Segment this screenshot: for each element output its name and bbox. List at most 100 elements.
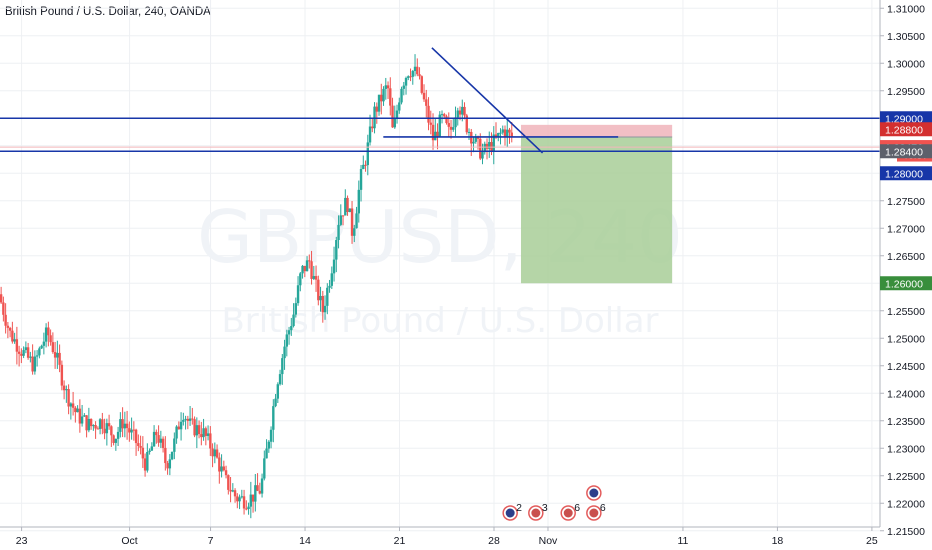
candle-body bbox=[508, 129, 511, 133]
candle-body bbox=[242, 496, 246, 509]
candle-body bbox=[123, 423, 127, 429]
candle-body bbox=[182, 419, 185, 422]
candle-body bbox=[440, 114, 444, 116]
candle-body bbox=[110, 426, 113, 436]
y-tick-label: 1.21500 bbox=[887, 526, 925, 538]
candle-body bbox=[317, 279, 320, 301]
candle-body bbox=[456, 110, 459, 118]
candle-body bbox=[13, 339, 16, 342]
candle-body bbox=[330, 273, 333, 286]
candle-body bbox=[112, 435, 115, 443]
candle-body bbox=[380, 94, 383, 102]
candle-body bbox=[191, 418, 194, 420]
candle-body bbox=[240, 496, 244, 498]
candle-body bbox=[152, 431, 156, 447]
candle-body bbox=[308, 260, 311, 262]
x-tick-label: 25 bbox=[866, 535, 878, 547]
candle-body bbox=[71, 403, 75, 408]
candle-body bbox=[222, 466, 226, 471]
event-count: 3 bbox=[542, 502, 548, 514]
candle-body bbox=[265, 448, 268, 459]
candle-body bbox=[197, 425, 201, 435]
candle-body bbox=[168, 459, 172, 469]
y-tick-label: 1.23500 bbox=[887, 416, 925, 428]
candle-body bbox=[146, 451, 149, 471]
candle-body bbox=[258, 490, 262, 494]
flag-icon bbox=[531, 508, 541, 518]
candle-body bbox=[161, 438, 165, 448]
candle-body bbox=[314, 276, 318, 280]
candle-body bbox=[4, 314, 7, 326]
candle-body bbox=[200, 434, 203, 438]
candle-body bbox=[193, 419, 196, 436]
candle-body bbox=[103, 428, 106, 434]
candle-body bbox=[83, 415, 86, 417]
candle-body bbox=[150, 446, 154, 451]
candle-body bbox=[56, 352, 59, 358]
candle-body bbox=[339, 215, 342, 225]
candle-body bbox=[371, 126, 374, 129]
candle-body bbox=[402, 85, 405, 89]
candle-body bbox=[454, 117, 457, 128]
candle-body bbox=[425, 99, 428, 106]
candle-body bbox=[116, 431, 120, 439]
candle-body bbox=[492, 134, 495, 152]
candle-body bbox=[281, 358, 284, 375]
candle-body bbox=[411, 71, 414, 77]
candle-body bbox=[494, 134, 498, 137]
candle-body bbox=[364, 164, 367, 166]
candle-body bbox=[346, 197, 349, 212]
candle-body bbox=[29, 356, 32, 358]
candle-body bbox=[445, 116, 448, 124]
candle-body bbox=[15, 339, 19, 352]
candle-body bbox=[26, 347, 30, 358]
candle-body bbox=[429, 122, 432, 125]
event-count: 6 bbox=[574, 502, 580, 514]
candle-body bbox=[303, 265, 307, 272]
price-tags: 1.290001.288001.2847646:571.284001.28000… bbox=[880, 111, 932, 291]
candle-body bbox=[47, 327, 50, 336]
candle-body bbox=[254, 485, 257, 502]
candle-body bbox=[438, 114, 441, 137]
candle-body bbox=[375, 106, 378, 112]
candle-body bbox=[366, 142, 369, 166]
candle-body bbox=[233, 490, 237, 497]
candle-body bbox=[173, 438, 176, 452]
candle-body bbox=[274, 398, 277, 407]
candle-body bbox=[299, 273, 302, 286]
candle-body bbox=[355, 213, 358, 229]
candle-body bbox=[141, 447, 145, 459]
candle-body bbox=[391, 105, 394, 128]
price-tag-label: 1.26000 bbox=[885, 278, 923, 290]
candle-body bbox=[269, 429, 273, 442]
candle-body bbox=[179, 421, 183, 430]
candle-body bbox=[382, 88, 385, 102]
candle-body bbox=[476, 136, 480, 139]
time-axis: 23 Oct 7 14 21 28 Nov 11 18 25 bbox=[0, 526, 880, 547]
candle-body bbox=[407, 76, 410, 78]
candle-body bbox=[85, 415, 88, 431]
chart-title: British Pound / U.S. Dollar, 240, OANDA bbox=[5, 6, 211, 18]
candle-body bbox=[105, 423, 109, 434]
candle-body bbox=[211, 448, 214, 457]
y-tick-label: 1.24500 bbox=[887, 361, 925, 373]
y-tick-label: 1.23000 bbox=[887, 443, 925, 455]
candle-body bbox=[359, 169, 363, 190]
candle-body bbox=[157, 435, 160, 443]
candle-body bbox=[49, 335, 52, 343]
candle-body bbox=[488, 142, 491, 149]
candle-body bbox=[249, 494, 253, 507]
candle-body bbox=[121, 419, 124, 429]
candle-body bbox=[285, 334, 289, 347]
candle-body bbox=[472, 141, 475, 144]
candle-body bbox=[38, 348, 41, 356]
candle-body bbox=[251, 494, 255, 502]
candle-body bbox=[0, 294, 3, 303]
candle-body bbox=[344, 197, 347, 216]
price-tag-stop bbox=[880, 122, 932, 137]
x-tick-label: 23 bbox=[16, 535, 28, 547]
candle-body bbox=[31, 356, 34, 372]
candle-body bbox=[2, 302, 5, 315]
candle-body bbox=[143, 458, 147, 471]
